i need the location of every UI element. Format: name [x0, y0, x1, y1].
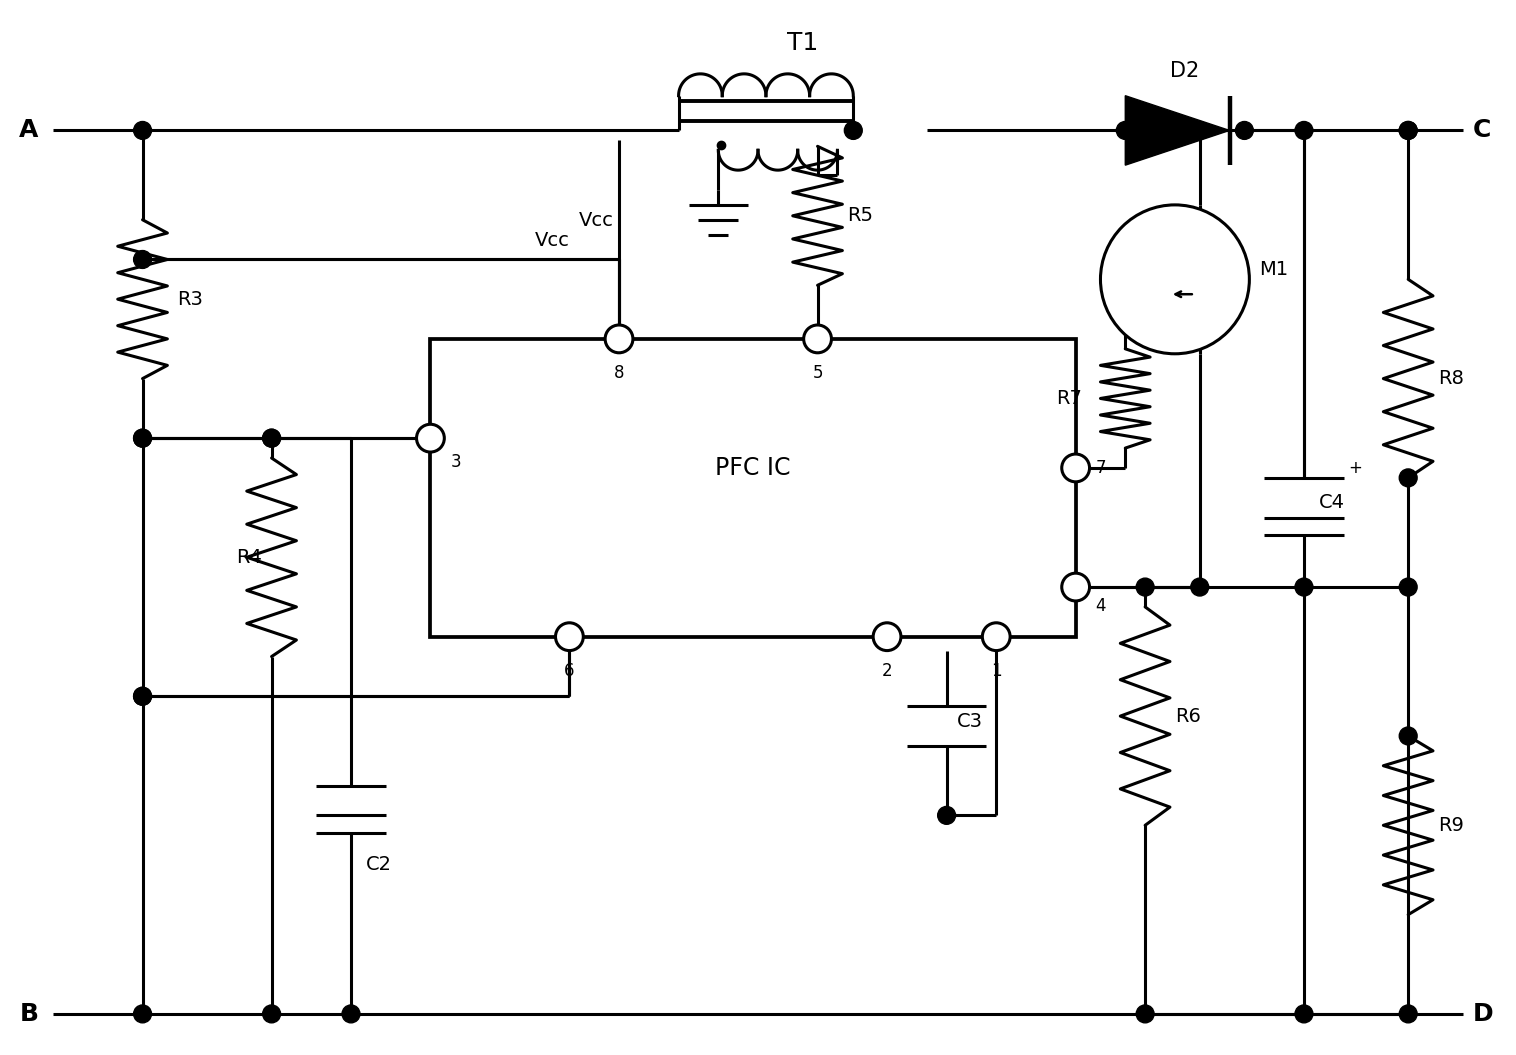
Text: 3: 3: [450, 453, 461, 471]
Circle shape: [133, 429, 152, 447]
Text: M1: M1: [1260, 260, 1289, 279]
Text: D: D: [1472, 1002, 1493, 1025]
Text: R3: R3: [177, 290, 203, 309]
Circle shape: [133, 121, 152, 139]
Text: R6: R6: [1175, 707, 1201, 726]
Circle shape: [873, 622, 901, 651]
Circle shape: [1295, 121, 1313, 139]
Circle shape: [133, 687, 152, 705]
Text: C2: C2: [365, 856, 393, 875]
Circle shape: [1236, 121, 1254, 139]
Circle shape: [133, 1005, 152, 1023]
Circle shape: [133, 429, 152, 447]
Circle shape: [1116, 121, 1134, 139]
Circle shape: [1061, 454, 1090, 482]
Polygon shape: [1125, 96, 1229, 166]
Text: +: +: [1349, 459, 1363, 477]
Text: T1: T1: [787, 32, 819, 55]
Circle shape: [262, 1005, 280, 1023]
Text: Vcc: Vcc: [579, 211, 614, 230]
Circle shape: [1061, 573, 1090, 601]
Circle shape: [938, 806, 955, 824]
Text: 5: 5: [813, 364, 823, 382]
Text: B: B: [20, 1002, 38, 1025]
Circle shape: [1295, 578, 1313, 596]
Text: C3: C3: [957, 711, 982, 730]
Text: R7: R7: [1055, 389, 1082, 408]
Text: PFC IC: PFC IC: [716, 456, 791, 480]
Text: 2: 2: [882, 661, 893, 679]
Circle shape: [1190, 121, 1208, 139]
Text: R5: R5: [847, 207, 873, 226]
Circle shape: [1399, 1005, 1417, 1023]
Bar: [431, 339, 1076, 637]
Circle shape: [133, 687, 152, 705]
Circle shape: [262, 429, 280, 447]
Text: 7: 7: [1096, 459, 1107, 477]
Text: Vcc: Vcc: [535, 231, 570, 250]
Circle shape: [133, 250, 152, 268]
Circle shape: [1399, 121, 1417, 139]
Text: A: A: [18, 118, 38, 142]
Circle shape: [1295, 1005, 1313, 1023]
Circle shape: [982, 622, 1010, 651]
Text: 6: 6: [564, 661, 575, 679]
Circle shape: [262, 429, 280, 447]
Text: 8: 8: [614, 364, 625, 382]
Text: 1: 1: [991, 661, 1002, 679]
Text: 4: 4: [1096, 597, 1107, 615]
Circle shape: [1399, 121, 1417, 139]
Circle shape: [1101, 205, 1249, 353]
Text: R4: R4: [236, 548, 262, 567]
Text: D2: D2: [1170, 61, 1199, 81]
Circle shape: [1399, 727, 1417, 745]
Circle shape: [1399, 468, 1417, 486]
Circle shape: [1399, 578, 1417, 596]
Circle shape: [1135, 578, 1154, 596]
Text: R8: R8: [1439, 369, 1464, 388]
Circle shape: [605, 325, 632, 352]
Circle shape: [343, 1005, 359, 1023]
Circle shape: [555, 622, 584, 651]
Circle shape: [803, 325, 831, 352]
Text: R9: R9: [1439, 816, 1464, 835]
Text: C: C: [1472, 118, 1492, 142]
Circle shape: [417, 424, 444, 452]
Circle shape: [1190, 578, 1208, 596]
Circle shape: [844, 121, 863, 139]
Text: C4: C4: [1319, 493, 1345, 512]
Circle shape: [1135, 1005, 1154, 1023]
